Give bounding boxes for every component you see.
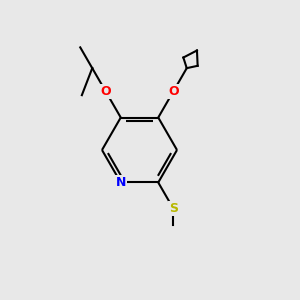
Text: O: O — [100, 85, 111, 98]
Text: O: O — [168, 85, 178, 98]
Text: S: S — [169, 202, 178, 215]
Text: N: N — [116, 176, 126, 189]
